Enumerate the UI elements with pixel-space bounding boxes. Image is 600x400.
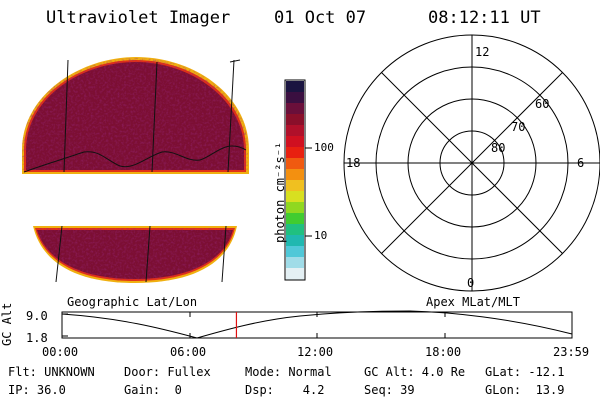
timeline-axes	[61, 311, 573, 339]
colorbar-band	[286, 224, 304, 236]
colorbar-tick-10: 10	[314, 229, 328, 242]
colorbar-band	[286, 147, 304, 159]
colorbar-band	[286, 202, 304, 214]
timeline-xtick-2359: 23:59	[553, 345, 590, 359]
dsp-field: Dsp: 4.2	[245, 383, 325, 397]
mlt-label-6: 6	[577, 156, 585, 170]
mlat-label-70: 70	[511, 120, 526, 134]
timeline-xtick-0600: 06:00	[170, 345, 207, 359]
uv-image-upper	[22, 57, 249, 174]
seq-field: Seq: 39	[364, 383, 415, 397]
mlat-label-80: 80	[491, 141, 506, 155]
timeline-ymax: 9.0	[26, 309, 48, 323]
mlat-label-60: 60	[535, 97, 550, 111]
geo-grid	[23, 59, 247, 283]
colorbar-band	[286, 81, 304, 93]
colorbar-gradient	[286, 81, 304, 280]
glon-field: GLon: 13.9	[485, 383, 565, 397]
ip-field: IP: 36.0	[8, 383, 66, 397]
colorbar-unit-label: photon cm⁻²s⁻¹	[273, 141, 287, 243]
mlt-label-0: 0	[467, 276, 475, 290]
mlt-label-12: 12	[475, 45, 490, 59]
altitude-trace	[61, 310, 573, 339]
colorbar-band	[286, 257, 304, 269]
date-label: 01 Oct 07	[274, 8, 367, 28]
colorbar-band	[286, 169, 304, 181]
mode-field: Mode: Normal	[245, 365, 332, 379]
colorbar-band	[286, 92, 304, 104]
colorbar-band	[286, 213, 304, 225]
colorbar-band	[286, 235, 304, 247]
colorbar-band	[286, 180, 304, 192]
colorbar-band	[286, 268, 304, 280]
timeline-xtick-1200: 12:00	[297, 345, 334, 359]
colorbar-tick-100: 100	[314, 141, 334, 154]
colorbar-band	[286, 125, 304, 137]
time-label: 08:12:11 UT	[428, 8, 541, 28]
colorbar-band	[286, 158, 304, 170]
colorbar-band	[286, 114, 304, 126]
mlt-label-18: 18	[346, 156, 361, 170]
timeline-ylabel: GC Alt	[0, 302, 14, 346]
instrument-title: Ultraviolet Imager	[46, 8, 231, 28]
colorbar-band	[286, 136, 304, 148]
timeline-xtick-0000: 00:00	[42, 345, 79, 359]
geo-caption: Geographic Lat/Lon	[67, 295, 198, 309]
polar-plot	[343, 34, 600, 292]
timeline-xtick-1800: 18:00	[425, 345, 462, 359]
colorbar-band	[286, 191, 304, 203]
colorbar	[284, 79, 312, 281]
flt-field: Flt: UNKNOWN	[8, 365, 95, 379]
colorbar-band	[286, 246, 304, 258]
glat-field: GLat: -12.1	[485, 365, 565, 379]
apex-caption: Apex MLat/MLT	[426, 295, 520, 309]
door-field: Door: Fullex	[124, 365, 211, 379]
gcalt-field: GC Alt: 4.0 Re	[364, 365, 466, 379]
timeline-ymin: 1.8	[26, 331, 48, 345]
gain-field: Gain: 0	[124, 383, 182, 397]
colorbar-band	[286, 103, 304, 115]
